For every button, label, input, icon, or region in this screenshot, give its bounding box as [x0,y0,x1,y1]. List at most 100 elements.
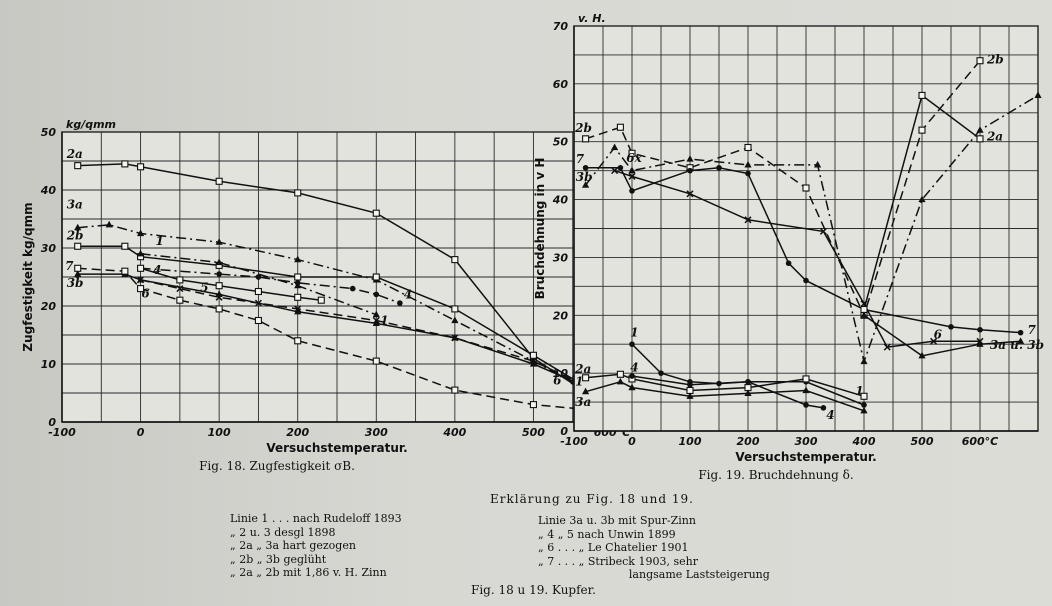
data-point [860,311,868,318]
figure-caption: Fig. 19. Bruchdehnung δ. [698,468,853,482]
series-label: 7 [576,152,585,166]
data-point [121,160,129,168]
legend-line: „ 2a „ 3a hart gezogen [230,539,356,552]
data-point [451,305,459,313]
data-point [976,57,984,65]
data-point [860,392,868,400]
x-axis-title: Versuchstemperatur. [266,441,407,455]
data-point [372,209,380,217]
x-tick-label: 600°C [962,435,999,448]
y-tick-label: 50 [41,126,57,139]
data-point [860,357,868,365]
series-label: 6 [141,286,150,300]
data-point [294,307,302,315]
data-point [529,360,538,367]
data-point [529,351,537,359]
data-point [687,167,693,174]
data-point [74,162,82,170]
data-point [860,406,868,414]
x-tick-label: 400 [442,426,466,439]
legend-line: „ 2 u. 3 desgl 1898 [230,525,336,539]
data-point [1017,329,1024,336]
series-label: 2a [986,130,1003,144]
data-point [215,177,223,185]
series-label: 3a [575,395,591,409]
data-point [744,143,752,152]
data-point [176,296,184,304]
data-point [137,163,145,171]
y-axis-title: Zugfestigkeit kg/qmm [21,202,35,351]
legend-line: „ 4 „ 5 nach Unwin 1899 [538,527,676,541]
data-point [930,337,938,345]
y-tick-label: 30 [41,242,57,255]
data-point [611,167,619,175]
series-line-3a-u-3b [863,314,1021,357]
data-point [137,285,145,293]
legend-right-column: Linie 3a u. 3b mit Spur-Zinn „ 4 „ 5 nac… [538,514,770,582]
data-point [74,270,82,277]
data-point [686,392,694,399]
y-axis-title: Bruchdehnung in v H [533,158,547,300]
data-point [372,310,380,318]
legend-line: Linie 3a u. 3b mit Spur-Zinn [538,514,696,527]
data-point [918,351,926,359]
x-tick-label: 0 [137,426,145,439]
data-point [744,160,752,168]
data-point [74,264,82,272]
legend-line: langsame Laststeigerung [538,568,770,581]
data-point [529,401,537,409]
data-point [803,402,809,408]
series-label: 7 [1028,323,1037,337]
series-label: 1 [156,234,164,248]
data-point [918,91,926,99]
data-point [716,164,722,171]
y-tick-label: 20 [41,300,57,313]
data-point [121,267,129,275]
fig19-elongation-chart: -100 0 100 200 300 400 500 600°C010203040506070… [533,12,1044,482]
data-point [582,374,590,382]
data-point [349,285,356,292]
data-point [294,337,302,345]
data-point [254,287,262,296]
data-point [294,189,302,197]
data-point [1034,91,1042,99]
data-point [294,305,302,313]
data-point [176,285,184,293]
data-point [785,260,792,267]
figure-caption: Fig. 18. Zugfestigkeit σB. [199,459,355,473]
data-point [136,249,145,257]
series-label: 1 [855,384,863,398]
series-label: 2b [66,228,84,242]
data-point [686,155,694,162]
data-point [744,216,752,224]
x-tick-label: 400 [852,435,876,448]
data-point [372,319,380,326]
data-point [529,357,537,365]
data-point [136,229,145,237]
series-label: 6x [626,151,642,165]
data-point [976,126,984,133]
data-point [215,238,223,245]
data-point [137,264,145,272]
x-tick-label: 300 [365,426,388,439]
data-point [121,242,129,250]
data-point [744,389,752,396]
data-point [918,195,926,203]
y-tick-label: 10 [553,367,569,380]
series-line-7 [585,167,1021,334]
x-tick-label: 500 [522,426,545,439]
data-point [215,293,223,301]
data-point [976,340,984,347]
data-point [74,223,82,231]
y-tick-label: 20 [553,309,569,322]
y-tick-label: 70 [553,20,569,33]
data-point [372,273,380,281]
data-point [802,184,810,192]
series-label: 1 [575,374,583,388]
data-point [451,316,459,324]
series-label: 6 [934,327,943,341]
data-point [451,386,459,394]
data-point [628,166,636,174]
data-point [137,276,145,284]
